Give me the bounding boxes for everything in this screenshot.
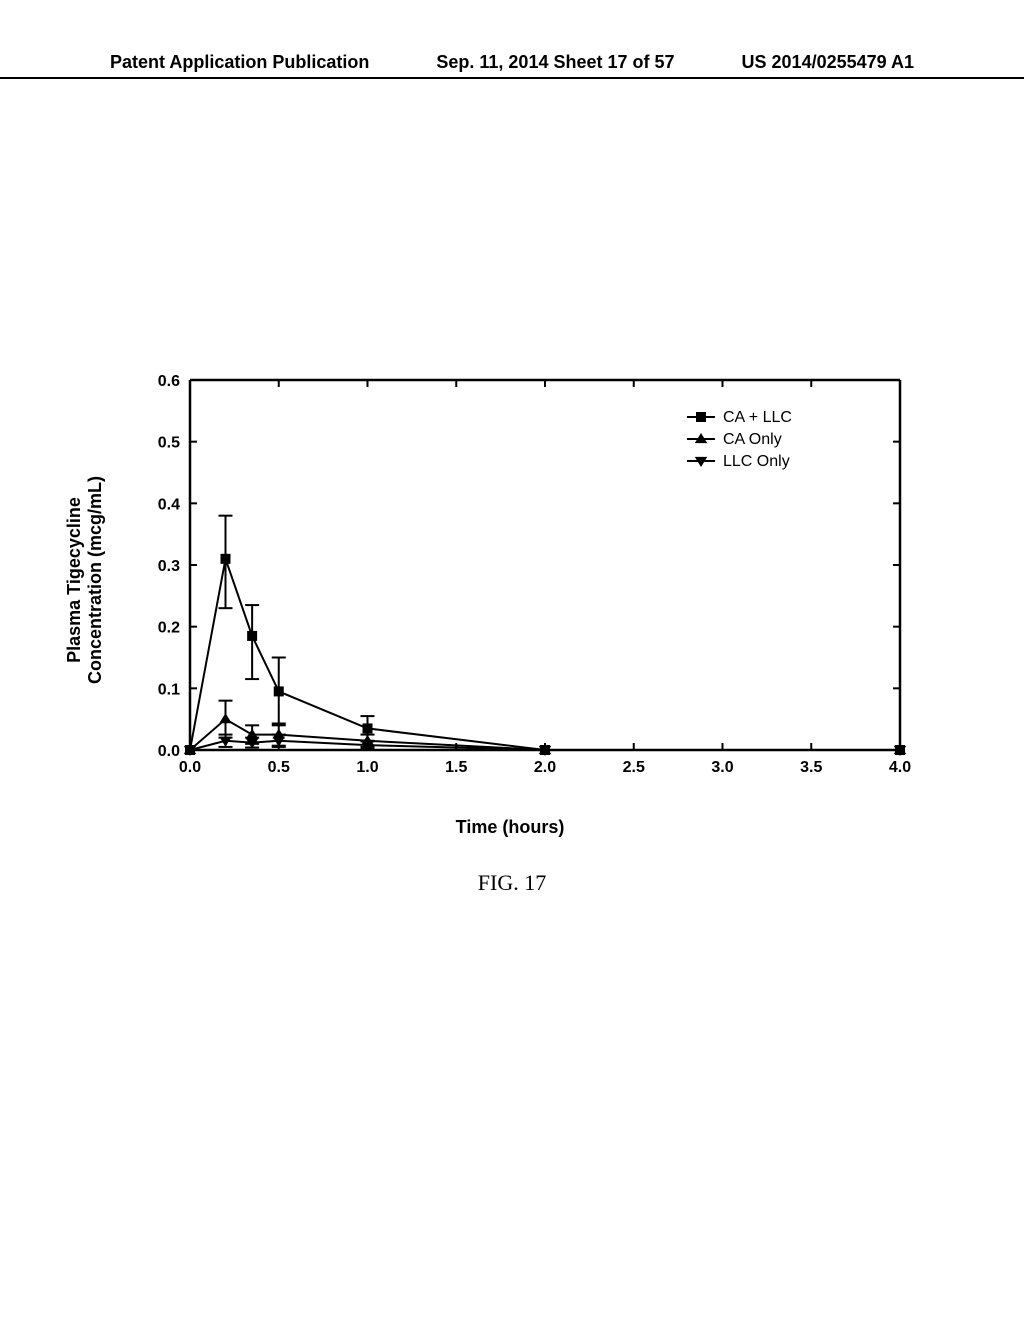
- svg-text:0.2: 0.2: [158, 620, 180, 637]
- svg-text:3.0: 3.0: [711, 759, 733, 776]
- chart-svg: 0.0 0.5 1.0 1.5 2.0 2.5 3.0 3.5 4.0 0.0 0.1 0.2 0.3 0…: [100, 370, 920, 790]
- svg-text:0.3: 0.3: [158, 558, 180, 575]
- header-date-sheet: Sep. 11, 2014 Sheet 17 of 57: [436, 52, 674, 73]
- y-axis-label: Plasma Tigecycline Concentration (mcg/mL…: [64, 476, 106, 684]
- svg-text:0.6: 0.6: [158, 373, 180, 390]
- figure-caption: FIG. 17: [478, 870, 546, 896]
- x-axis-label: Time (hours): [456, 817, 565, 838]
- svg-text:0.5: 0.5: [158, 435, 180, 452]
- svg-text:0.5: 0.5: [268, 759, 290, 776]
- svg-text:2.0: 2.0: [534, 759, 556, 776]
- svg-text:2.5: 2.5: [623, 759, 645, 776]
- chart-container: Plasma Tigecycline Concentration (mcg/mL…: [100, 370, 920, 790]
- svg-text:CA + LLC: CA + LLC: [723, 409, 792, 426]
- svg-text:0.4: 0.4: [158, 496, 180, 513]
- svg-text:3.5: 3.5: [800, 759, 822, 776]
- svg-text:0.0: 0.0: [158, 743, 180, 760]
- header-publication: Patent Application Publication: [110, 52, 369, 73]
- svg-text:1.0: 1.0: [356, 759, 378, 776]
- svg-text:4.0: 4.0: [889, 759, 911, 776]
- svg-text:1.5: 1.5: [445, 759, 467, 776]
- header-docket: US 2014/0255479 A1: [742, 52, 914, 73]
- svg-text:0.0: 0.0: [179, 759, 201, 776]
- patent-page-header: Patent Application Publication Sep. 11, …: [0, 52, 1024, 79]
- svg-text:0.1: 0.1: [158, 681, 180, 698]
- svg-text:CA Only: CA Only: [723, 431, 782, 448]
- svg-text:LLC Only: LLC Only: [723, 453, 790, 470]
